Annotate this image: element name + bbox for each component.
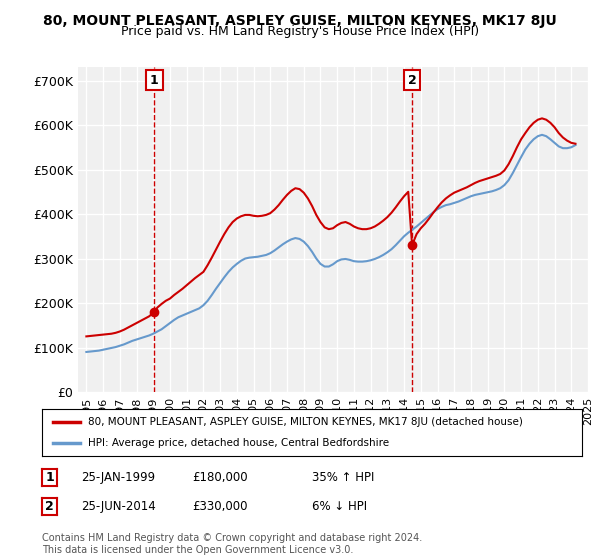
Text: £180,000: £180,000 — [192, 470, 248, 484]
Text: 1: 1 — [45, 470, 54, 484]
Text: 35% ↑ HPI: 35% ↑ HPI — [312, 470, 374, 484]
Text: 25-JUN-2014: 25-JUN-2014 — [81, 500, 156, 514]
Text: Contains HM Land Registry data © Crown copyright and database right 2024.
This d: Contains HM Land Registry data © Crown c… — [42, 533, 422, 555]
Text: 2: 2 — [45, 500, 54, 514]
Text: 6% ↓ HPI: 6% ↓ HPI — [312, 500, 367, 514]
Text: HPI: Average price, detached house, Central Bedfordshire: HPI: Average price, detached house, Cent… — [88, 438, 389, 448]
Text: Price paid vs. HM Land Registry's House Price Index (HPI): Price paid vs. HM Land Registry's House … — [121, 25, 479, 38]
Text: 80, MOUNT PLEASANT, ASPLEY GUISE, MILTON KEYNES, MK17 8JU (detached house): 80, MOUNT PLEASANT, ASPLEY GUISE, MILTON… — [88, 417, 523, 427]
Text: 2: 2 — [408, 74, 416, 87]
Text: 25-JAN-1999: 25-JAN-1999 — [81, 470, 155, 484]
Text: 1: 1 — [150, 74, 159, 87]
Text: 80, MOUNT PLEASANT, ASPLEY GUISE, MILTON KEYNES, MK17 8JU: 80, MOUNT PLEASANT, ASPLEY GUISE, MILTON… — [43, 14, 557, 28]
Text: £330,000: £330,000 — [192, 500, 248, 514]
